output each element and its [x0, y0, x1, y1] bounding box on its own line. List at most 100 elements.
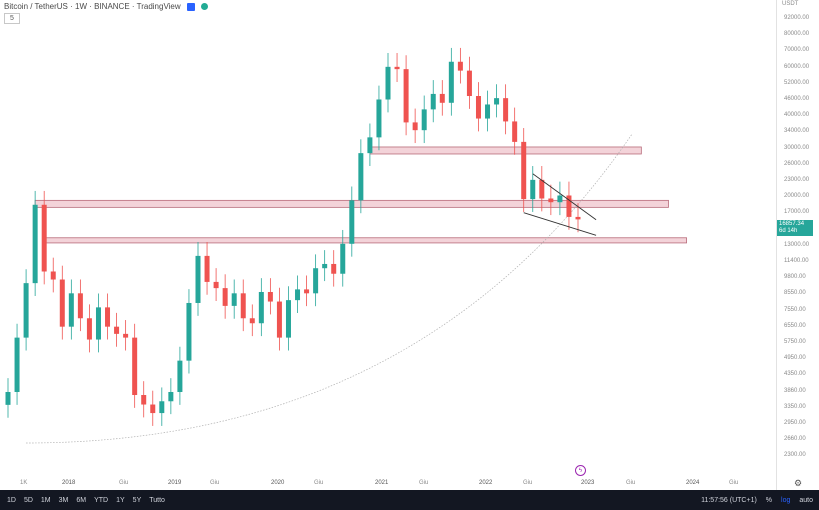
time-tick-label: 2019	[168, 480, 182, 486]
candle-body	[123, 333, 129, 338]
time-tick-label: 2024	[686, 480, 700, 486]
events-icon[interactable]: ϟ	[575, 465, 586, 476]
candle-body	[59, 279, 65, 327]
trendline	[532, 173, 597, 221]
price-axis[interactable]: 92000.00 80000.00 70000.00 60000.00 52000.00…	[776, 0, 819, 490]
price-tick-label: 40000.00	[784, 112, 810, 119]
price-tick-label: 13000.00	[784, 241, 810, 248]
time-tick-label: 2020	[271, 480, 285, 486]
price-tick-label: 20000.00	[784, 193, 810, 200]
candle-body	[41, 204, 47, 272]
candle-body	[5, 391, 11, 405]
currency-label[interactable]: USDT	[782, 1, 799, 7]
candle-body	[575, 216, 581, 220]
candle-body	[385, 66, 391, 100]
price-zone	[43, 237, 687, 244]
price-tick-label: 52000.00	[784, 79, 810, 86]
range-button-tutto[interactable]: Tutto	[149, 496, 165, 504]
time-tick-label: Giu	[729, 480, 739, 486]
auto-scale-toggle[interactable]: auto	[799, 496, 813, 504]
time-tick-label: 2021	[375, 480, 389, 486]
time-tick-label: Giu	[119, 480, 129, 486]
price-chart[interactable]	[0, 0, 776, 490]
price-tick-label: 8550.00	[784, 290, 806, 297]
percent-scale-toggle[interactable]: %	[765, 496, 773, 504]
candle-body	[367, 137, 373, 154]
range-button-1d[interactable]: 1D	[7, 496, 16, 504]
time-tick-label: Giu	[210, 480, 220, 486]
candle-body	[114, 326, 120, 334]
time-tick-label: 1K	[20, 480, 28, 486]
candle-body	[494, 98, 500, 105]
price-tick-label: 4950.00	[784, 355, 806, 362]
market-open-icon	[200, 3, 208, 10]
candle-body	[231, 293, 237, 306]
clock[interactable]: 11:57:56 (UTC+1)	[701, 496, 757, 504]
price-tick-label: 34000.00	[784, 128, 810, 135]
range-button-6m[interactable]: 6M	[76, 496, 87, 504]
candle-body	[457, 61, 463, 71]
time-tick-label: 2022	[479, 480, 493, 486]
candle-body	[430, 93, 436, 110]
gear-icon[interactable]: ⚙	[794, 478, 803, 488]
price-tick-label: 5750.00	[784, 339, 806, 345]
price-tick-label: 11400.00	[784, 258, 809, 264]
price-tick-label: 92000.00	[784, 15, 810, 21]
candle-body	[512, 121, 518, 142]
candle-body	[204, 255, 210, 282]
candle-body	[186, 302, 192, 361]
symbol-title[interactable]: Bitcoin / TetherUS · 1W · BINANCE · Trad…	[4, 2, 181, 11]
candle-body	[195, 255, 201, 303]
range-button-1y[interactable]: 1Y	[116, 496, 125, 504]
price-tick-label: 17000.00	[784, 209, 810, 216]
candle-body	[177, 360, 183, 392]
price-tick-label: 4350.00	[784, 371, 806, 378]
bottom-toolbar: 1D 5D 1M 3M 6M YTD 1Y 5Y Tutto 11:57:56 (UTC+1) …	[0, 490, 819, 510]
candle-body	[77, 293, 83, 319]
range-button-1m[interactable]: 1M	[40, 496, 51, 504]
time-tick-label: Giu	[314, 480, 324, 486]
price-tick-label: 80000.00	[784, 31, 810, 38]
candle-body	[448, 61, 454, 103]
time-tick-label: 2018	[62, 480, 76, 486]
interval-toggle[interactable]: 5	[4, 13, 20, 24]
candle-body	[14, 337, 20, 392]
candle-body	[32, 204, 38, 284]
log-scale-toggle[interactable]: log	[781, 496, 791, 504]
candle-body	[358, 153, 364, 201]
candle-body	[258, 291, 264, 324]
range-button-5y[interactable]: 5Y	[132, 496, 142, 504]
price-tick-label: 9800.00	[784, 274, 806, 281]
candle-body	[68, 293, 74, 327]
candle-body	[331, 263, 337, 274]
price-tick-label: 70000.00	[784, 47, 810, 54]
candle-body	[349, 200, 355, 244]
candle-body	[141, 395, 147, 405]
candle-body	[403, 69, 409, 123]
candle-body	[213, 281, 219, 289]
price-tick-label: 60000.00	[784, 63, 810, 70]
candle-body	[105, 307, 111, 327]
candle-body	[168, 391, 174, 402]
range-button-3m[interactable]: 3M	[58, 496, 69, 504]
candle-body	[439, 93, 445, 103]
flag-icon	[186, 2, 195, 11]
candle-body	[340, 243, 346, 274]
candle-body	[466, 70, 472, 97]
price-tick-label: 30000.00	[784, 144, 810, 151]
date-range-buttons: 1D 5D 1M 3M 6M YTD 1Y 5Y Tutto	[7, 497, 165, 504]
candle-body	[557, 195, 563, 203]
candle-body	[50, 271, 56, 280]
candle-body	[159, 401, 165, 414]
range-button-ytd[interactable]: YTD	[94, 496, 109, 504]
trendlines	[523, 173, 597, 236]
price-tick-label: 23000.00	[784, 177, 810, 183]
chart-legend: Bitcoin / TetherUS · 1W · BINANCE · Trad…	[4, 2, 208, 11]
price-tick-label: 2660.00	[784, 436, 806, 443]
range-button-5d[interactable]: 5D	[23, 496, 33, 504]
price-tick-label: 3350.00	[784, 403, 806, 410]
candle-body	[86, 318, 92, 340]
time-tick-label: Giu	[523, 480, 533, 486]
price-zone	[369, 146, 642, 155]
price-tick-label: 46000.00	[784, 96, 810, 102]
